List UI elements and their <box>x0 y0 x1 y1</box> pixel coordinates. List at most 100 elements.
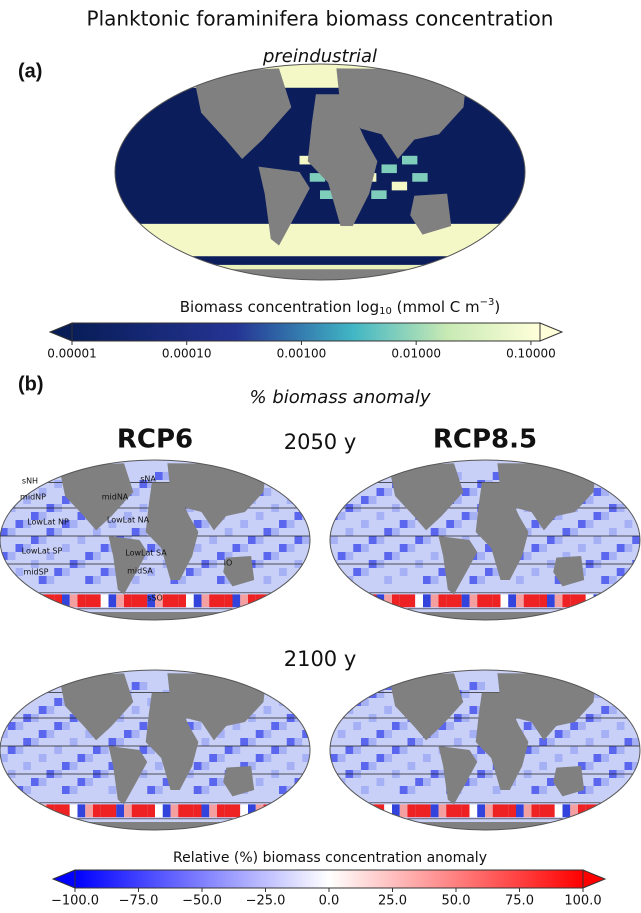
cell <box>601 778 609 786</box>
cell <box>286 786 295 794</box>
cell <box>554 536 563 544</box>
cell <box>147 594 155 608</box>
land <box>145 692 199 790</box>
cell <box>330 594 338 608</box>
cell <box>302 754 310 762</box>
cell <box>616 568 625 576</box>
cell <box>345 480 354 488</box>
cell <box>131 488 140 496</box>
cell <box>294 778 303 786</box>
cell <box>547 738 555 746</box>
panel-label: (a) <box>18 60 42 82</box>
cell <box>523 722 532 730</box>
land <box>145 482 199 580</box>
cell <box>217 730 225 738</box>
cell <box>624 594 633 608</box>
cell <box>345 804 354 818</box>
cell <box>477 804 485 818</box>
cell <box>632 472 640 480</box>
cell <box>539 762 547 770</box>
cell <box>232 746 241 754</box>
cell <box>232 722 241 730</box>
column-title: RCP6 <box>117 425 193 455</box>
cell <box>139 722 148 730</box>
cell <box>31 690 39 698</box>
cell <box>54 480 62 488</box>
cell <box>62 804 70 818</box>
cell <box>624 762 633 770</box>
cell <box>209 778 217 786</box>
cell <box>624 568 633 576</box>
cell <box>139 682 148 690</box>
cell <box>423 594 431 608</box>
cell <box>38 536 47 544</box>
cell <box>193 520 202 528</box>
cell <box>578 544 586 552</box>
cell <box>263 754 272 762</box>
cell <box>240 762 248 770</box>
cell <box>54 722 62 730</box>
cell <box>407 786 416 794</box>
cell <box>438 804 447 818</box>
cell <box>54 804 62 818</box>
cell <box>232 804 241 818</box>
cell <box>624 738 633 746</box>
tick-label: 0.10000 <box>506 347 556 361</box>
panel-subtitle: preindustrial <box>262 46 377 67</box>
cell <box>224 552 233 560</box>
land <box>258 166 310 246</box>
cell <box>384 804 392 818</box>
cell <box>562 804 571 818</box>
cell <box>193 804 202 818</box>
cell <box>438 568 447 576</box>
cell <box>585 496 594 504</box>
cell <box>616 804 625 818</box>
cell <box>477 682 485 690</box>
cell <box>217 576 225 584</box>
cell <box>46 706 55 714</box>
cell <box>0 528 8 536</box>
cell <box>0 706 8 714</box>
cell <box>85 804 93 818</box>
cell <box>93 804 101 818</box>
cell <box>139 804 148 818</box>
label-part: −3 <box>480 297 495 308</box>
cell <box>562 594 571 608</box>
cell <box>585 520 594 528</box>
tick-label: 0.00100 <box>277 347 327 361</box>
cell <box>492 594 501 608</box>
map <box>330 460 640 620</box>
cell <box>131 594 140 608</box>
cell <box>193 722 202 730</box>
cell <box>186 804 194 818</box>
cell <box>585 786 594 794</box>
cell <box>294 512 303 520</box>
cell <box>85 754 93 762</box>
cell <box>139 746 148 754</box>
cell <box>155 804 163 818</box>
cell <box>624 804 633 818</box>
cell <box>54 528 62 536</box>
cell <box>286 520 295 528</box>
cell <box>23 738 31 746</box>
cell <box>240 520 248 528</box>
cell <box>368 536 377 544</box>
cell <box>361 786 369 794</box>
cell <box>345 594 354 608</box>
region-label: sNH <box>22 477 38 486</box>
cell <box>376 690 385 698</box>
cell <box>108 738 117 746</box>
cell <box>162 778 171 786</box>
cell <box>279 594 287 608</box>
cell <box>217 804 225 818</box>
cell <box>570 804 578 818</box>
cell <box>248 762 256 770</box>
extend-arrow <box>582 869 607 889</box>
cell <box>217 552 225 560</box>
cell <box>392 552 400 560</box>
cell <box>616 594 625 608</box>
land <box>438 536 478 595</box>
cell <box>263 528 272 536</box>
land <box>58 463 134 531</box>
cell <box>330 754 338 762</box>
